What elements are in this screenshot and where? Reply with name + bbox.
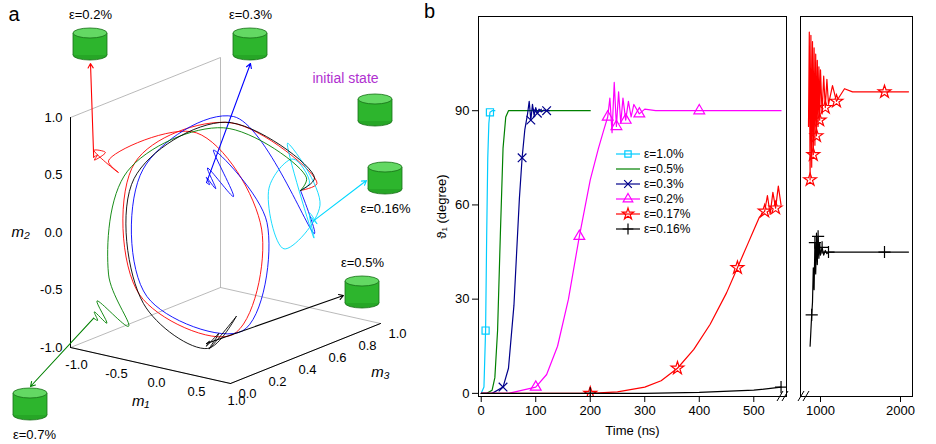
svg-text:60: 60 bbox=[455, 197, 469, 212]
svg-text:400: 400 bbox=[688, 403, 710, 418]
svg-text:1000: 1000 bbox=[806, 403, 835, 418]
svg-text:m₃: m₃ bbox=[371, 363, 389, 380]
svg-text:-1.0: -1.0 bbox=[40, 340, 62, 355]
html-text:b: b bbox=[424, 0, 436, 22]
svg-text:1.0: 1.0 bbox=[389, 326, 407, 341]
svg-text:0.2: 0.2 bbox=[269, 374, 287, 389]
svg-text:100: 100 bbox=[525, 403, 547, 418]
svg-text:0.0: 0.0 bbox=[239, 386, 257, 401]
svg-text:ε=0.17%: ε=0.17% bbox=[644, 207, 691, 221]
svg-text:500: 500 bbox=[743, 403, 765, 418]
svg-text:ε=0.2%: ε=0.2% bbox=[644, 192, 684, 206]
svg-text:ε=0.16%: ε=0.16% bbox=[360, 201, 411, 216]
svg-text:30: 30 bbox=[455, 291, 469, 306]
svg-text:m₂: m₂ bbox=[11, 223, 29, 240]
svg-text:200: 200 bbox=[579, 403, 601, 418]
svg-text:ε=1.0%: ε=1.0% bbox=[644, 147, 684, 161]
svg-text:ϑ₁ (degree): ϑ₁ (degree) bbox=[434, 174, 449, 238]
svg-text:-0.5: -0.5 bbox=[105, 366, 127, 381]
svg-text:1.0: 1.0 bbox=[227, 392, 246, 408]
svg-text:ε=0.7%: ε=0.7% bbox=[13, 427, 56, 442]
svg-text:ε=0.5%: ε=0.5% bbox=[644, 162, 684, 176]
svg-text:2000: 2000 bbox=[886, 403, 915, 418]
svg-text:-0.5: -0.5 bbox=[40, 282, 62, 297]
svg-text:initial state: initial state bbox=[312, 70, 378, 86]
svg-text:0.0: 0.0 bbox=[147, 375, 165, 390]
svg-text:ε=0.16%: ε=0.16% bbox=[644, 222, 691, 236]
svg-text:Time (ns): Time (ns) bbox=[605, 423, 659, 438]
svg-text:90: 90 bbox=[455, 103, 469, 118]
svg-text:0.6: 0.6 bbox=[329, 350, 347, 365]
svg-text:0: 0 bbox=[478, 403, 485, 418]
svg-text:ε=0.3%: ε=0.3% bbox=[229, 7, 272, 22]
svg-text:ε=0.5%: ε=0.5% bbox=[341, 255, 384, 270]
svg-text:0.5: 0.5 bbox=[44, 167, 62, 182]
svg-text:0.4: 0.4 bbox=[299, 362, 317, 377]
svg-text:1.0: 1.0 bbox=[44, 110, 62, 125]
svg-text:0.5: 0.5 bbox=[187, 384, 205, 399]
svg-text:300: 300 bbox=[634, 403, 656, 418]
svg-text:a: a bbox=[9, 3, 21, 25]
svg-text:ε=0.3%: ε=0.3% bbox=[644, 177, 684, 191]
svg-text:0: 0 bbox=[462, 386, 469, 401]
svg-text:0.0: 0.0 bbox=[44, 225, 62, 240]
svg-text:ε=0.2%: ε=0.2% bbox=[69, 7, 112, 22]
svg-text:-1.0: -1.0 bbox=[65, 357, 87, 372]
svg-text:m₁: m₁ bbox=[132, 392, 149, 409]
svg-text:0.8: 0.8 bbox=[359, 338, 377, 353]
